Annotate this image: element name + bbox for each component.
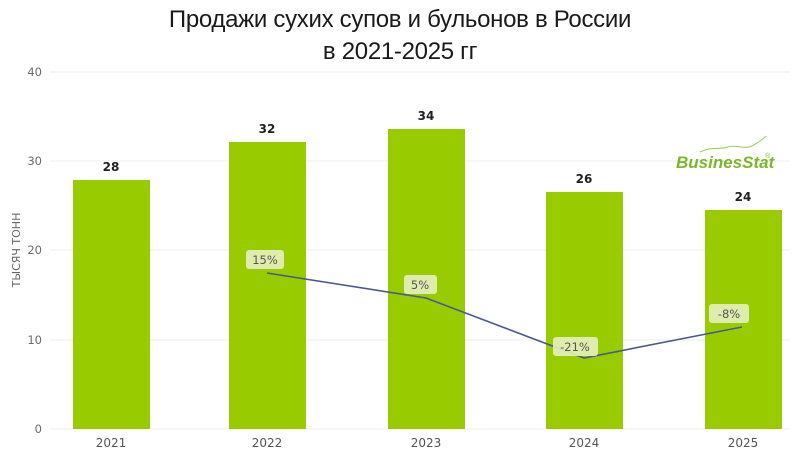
ytick-0: 0 (35, 422, 42, 436)
xtick-2022: 2022 (252, 436, 283, 450)
businesstat-logo: BusinesStat ® (676, 135, 776, 172)
ytick-30: 30 (27, 154, 42, 168)
x-axis: 2021 2022 2023 2024 2025 (96, 436, 759, 450)
pct-label-2022: 15% (252, 253, 278, 267)
logo-swoosh-icon (699, 135, 767, 153)
pct-label-2025: -8% (718, 307, 740, 321)
y-axis: 0 10 20 30 40 ТЫСЯЧ ТОНН (10, 65, 42, 436)
logo-text: BusinesStat (676, 153, 776, 172)
xtick-2025: 2025 (728, 436, 759, 450)
growth-line (266, 272, 743, 359)
logo-registered-mark: ® (765, 152, 771, 160)
percent-labels: 15% 5% -21% -8% (246, 250, 749, 356)
bar-2022 (229, 142, 306, 429)
xtick-2021: 2021 (96, 436, 127, 450)
xtick-2024: 2024 (569, 436, 600, 450)
bar-2024 (546, 192, 623, 429)
chart-title-line2: в 2021-2025 гг (322, 38, 478, 65)
ytick-10: 10 (27, 333, 42, 347)
y-axis-label: ТЫСЯЧ ТОНН (10, 213, 23, 289)
bar-2021 (73, 180, 150, 429)
bar-label-2021: 28 (103, 160, 120, 174)
chart-title-line1: Продажи сухих супов и бульонов в России (168, 6, 632, 33)
pct-label-2023: 5% (411, 278, 429, 292)
xtick-2023: 2023 (411, 436, 442, 450)
pct-label-2024: -21% (560, 340, 590, 354)
bar-value-labels: 28 32 34 26 24 (103, 109, 752, 204)
bar-label-2025: 24 (735, 190, 752, 204)
ytick-20: 20 (27, 243, 42, 257)
bar-label-2022: 32 (259, 122, 276, 136)
bar-label-2023: 34 (418, 109, 435, 123)
ytick-40: 40 (27, 65, 42, 79)
bar-label-2024: 26 (576, 172, 593, 186)
